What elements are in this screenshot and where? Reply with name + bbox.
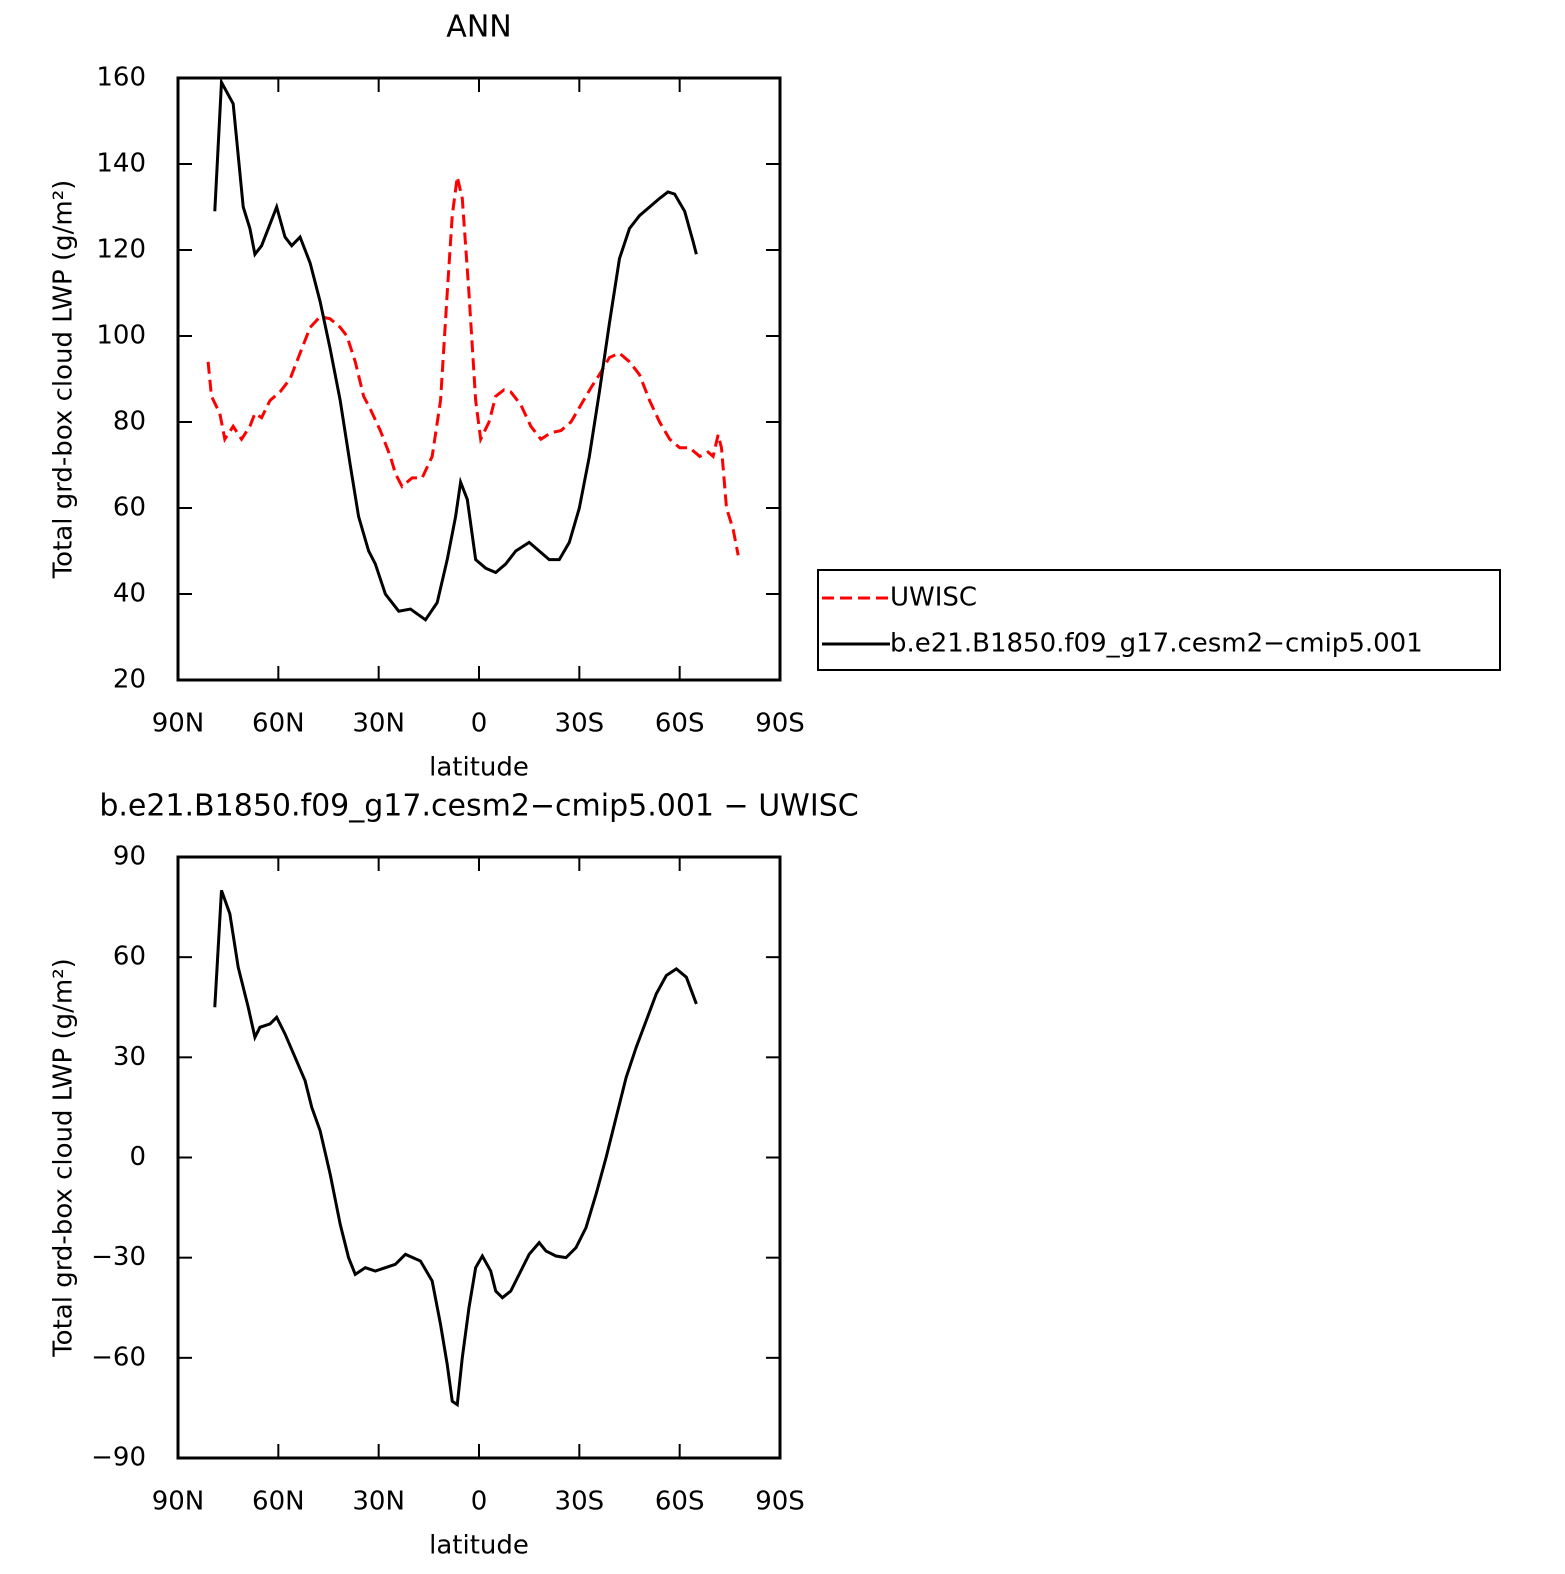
x-tick-label: 0 — [471, 709, 488, 739]
x-axis-label: latitude — [429, 753, 529, 783]
x-tick-label: 30S — [555, 1487, 605, 1517]
x-tick-label: 0 — [471, 1487, 488, 1517]
y-axis-label: Total grd-box cloud LWP (g/m²) — [49, 958, 79, 1358]
y-tick-label: 60 — [113, 942, 146, 972]
x-tick-label: 90S — [755, 709, 805, 739]
x-tick-label: 30N — [352, 709, 405, 739]
plot-frame — [176, 855, 782, 1460]
y-tick-label: −90 — [91, 1443, 146, 1473]
chart-title: ANN — [446, 10, 511, 45]
data-line — [206, 176, 740, 556]
x-tick-label: 60N — [252, 709, 305, 739]
legend-label: UWISC — [890, 583, 977, 613]
y-tick-label: 30 — [113, 1042, 146, 1072]
x-tick-label: 60S — [655, 709, 705, 739]
y-tick-label: −30 — [91, 1242, 146, 1272]
y-tick-label: 140 — [96, 149, 146, 179]
data-line — [213, 889, 698, 1408]
x-tick-label: 60N — [252, 1487, 305, 1517]
legend-label: b.e21.B1850.f09_g17.cesm2−cmip5.001 — [890, 629, 1423, 659]
x-tick-label: 90N — [152, 709, 205, 739]
x-tick-label: 90S — [755, 1487, 805, 1517]
y-tick-label: 20 — [113, 665, 146, 695]
y-tick-label: −60 — [91, 1342, 146, 1372]
plot-frame — [176, 76, 782, 682]
y-tick-label: 40 — [113, 579, 146, 609]
y-tick-label: 80 — [113, 407, 146, 437]
data-line — [213, 76, 698, 622]
x-tick-label: 30S — [555, 709, 605, 739]
y-tick-label: 90 — [113, 842, 146, 872]
x-axis-label: latitude — [429, 1531, 529, 1561]
x-tick-label: 60S — [655, 1487, 705, 1517]
y-tick-label: 0 — [129, 1142, 146, 1172]
legend-box — [817, 569, 1501, 671]
x-tick-label: 90N — [152, 1487, 205, 1517]
y-tick-label: 60 — [113, 493, 146, 523]
y-tick-label: 120 — [96, 235, 146, 265]
y-axis-label: Total grd-box cloud LWP (g/m²) — [49, 180, 79, 580]
x-tick-label: 30N — [352, 1487, 405, 1517]
chart-title: b.e21.B1850.f09_g17.cesm2−cmip5.001 − UW… — [99, 789, 858, 824]
y-tick-label: 160 — [96, 63, 146, 93]
y-tick-label: 100 — [96, 321, 146, 351]
